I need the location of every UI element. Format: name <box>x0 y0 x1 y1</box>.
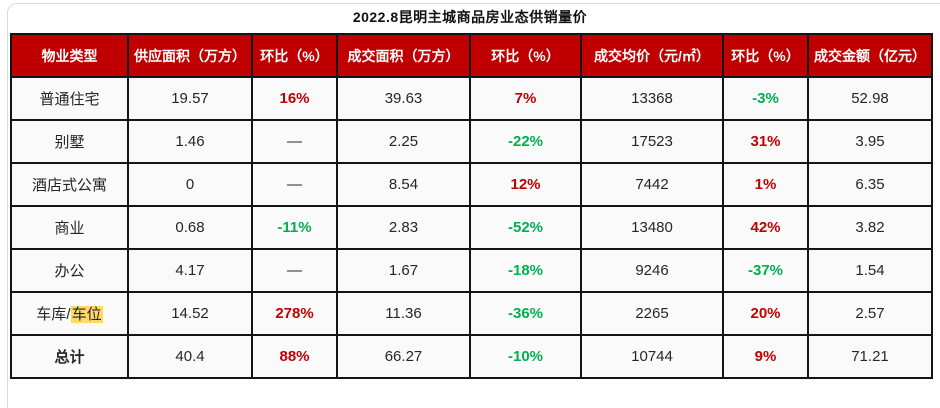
value-cell: -10% <box>469 334 582 379</box>
table-row: 办公 4.17—1.67 -18% 9246 -37% 1.54 <box>10 248 933 293</box>
supply-sales-table: 物业类型 供应面积（万方） 环比（%） 成交面积（万方） 环比（%） 成交均价（元/㎡）环… <box>10 33 933 379</box>
value-cell: 2265 <box>580 291 724 336</box>
property-type-cell: 酒店式公寓 <box>10 162 129 207</box>
value-cell: -22% <box>469 119 582 164</box>
value-cell: — <box>251 119 338 164</box>
value-cell: 278% <box>251 291 338 336</box>
value-cell: 71.21 <box>807 334 933 379</box>
property-type-cell: 商业 <box>10 205 129 250</box>
value-cell: 10744 <box>580 334 724 379</box>
value-cell: 14.52 <box>127 291 253 336</box>
highlighted-text: 车位 <box>70 306 103 323</box>
value-cell: -52% <box>469 205 582 250</box>
column-header: 成交面积（万方） <box>336 33 471 78</box>
value-cell: 13480 <box>580 205 724 250</box>
value-cell: 39.63 <box>336 76 471 121</box>
column-header: 供应面积（万方） <box>127 33 253 78</box>
property-type-cell: 别墅 <box>10 119 129 164</box>
property-type-cell: 总计 <box>10 334 129 379</box>
value-cell: 12% <box>469 162 582 207</box>
column-header: 成交金额（亿元） <box>807 33 933 78</box>
table-row: 酒店式公寓 0—8.54 12% 7442 1% 6.35 <box>10 162 933 207</box>
value-cell: 7% <box>469 76 582 121</box>
value-cell: 13368 <box>580 76 724 121</box>
header-row: 物业类型 供应面积（万方） 环比（%） 成交面积（万方） 环比（%） 成交均价（元/㎡）环… <box>10 33 933 78</box>
table-body: 普通住宅 19.57 16% 39.63 7% 13368 -3% 52.98 别墅 1.46—2… <box>10 76 933 379</box>
value-cell: 1.46 <box>127 119 253 164</box>
value-cell: 1.54 <box>807 248 933 293</box>
value-cell: -3% <box>722 76 809 121</box>
value-cell: 1.67 <box>336 248 471 293</box>
value-cell: 8.54 <box>336 162 471 207</box>
value-cell: — <box>251 248 338 293</box>
value-cell: 11.36 <box>336 291 471 336</box>
value-cell: 52.98 <box>807 76 933 121</box>
table-row: 普通住宅 19.57 16% 39.63 7% 13368 -3% 52.98 <box>10 76 933 121</box>
table-header: 物业类型 供应面积（万方） 环比（%） 成交面积（万方） 环比（%） 成交均价（元/㎡）环… <box>10 33 933 78</box>
value-cell: 4.17 <box>127 248 253 293</box>
table-row: 车库/车位 14.52 278% 11.36 -36% 2265 20% 2.57 <box>10 291 933 336</box>
value-cell: 3.95 <box>807 119 933 164</box>
value-cell: -18% <box>469 248 582 293</box>
value-cell: 7442 <box>580 162 724 207</box>
column-header: 成交均价（元/㎡） <box>580 33 724 78</box>
value-cell: -36% <box>469 291 582 336</box>
value-cell: -37% <box>722 248 809 293</box>
value-cell: 88% <box>251 334 338 379</box>
table-row: 别墅 1.46—2.25 -22% 17523 31% 3.95 <box>10 119 933 164</box>
table-row: 商业 0.68 -11% 2.83 -52% 13480 42% 3.82 <box>10 205 933 250</box>
value-cell: 2.25 <box>336 119 471 164</box>
value-cell: 9246 <box>580 248 724 293</box>
value-cell: 2.83 <box>336 205 471 250</box>
value-cell: 19.57 <box>127 76 253 121</box>
property-type-cell: 办公 <box>10 248 129 293</box>
value-cell: — <box>251 162 338 207</box>
value-cell: 3.82 <box>807 205 933 250</box>
value-cell: 20% <box>722 291 809 336</box>
column-header: 物业类型 <box>10 33 129 78</box>
value-cell: 16% <box>251 76 338 121</box>
column-header: 环比（%） <box>251 33 338 78</box>
value-cell: 1% <box>722 162 809 207</box>
value-cell: 2.57 <box>807 291 933 336</box>
value-cell: 40.4 <box>127 334 253 379</box>
property-type-cell: 车库/车位 <box>10 291 129 336</box>
value-cell: -11% <box>251 205 338 250</box>
value-cell: 17523 <box>580 119 724 164</box>
table-title: 2022.8昆明主城商品房业态供销量价 <box>352 9 588 25</box>
value-cell: 66.27 <box>336 334 471 379</box>
value-cell: 0 <box>127 162 253 207</box>
table-row: 总计 40.4 88% 66.27 -10% 10744 9% 71.21 <box>10 334 933 379</box>
value-cell: 0.68 <box>127 205 253 250</box>
value-cell: 42% <box>722 205 809 250</box>
value-cell: 6.35 <box>807 162 933 207</box>
column-header: 环比（%） <box>722 33 809 78</box>
property-type-cell: 普通住宅 <box>10 76 129 121</box>
column-header: 环比（%） <box>469 33 582 78</box>
value-cell: 31% <box>722 119 809 164</box>
value-cell: 9% <box>722 334 809 379</box>
